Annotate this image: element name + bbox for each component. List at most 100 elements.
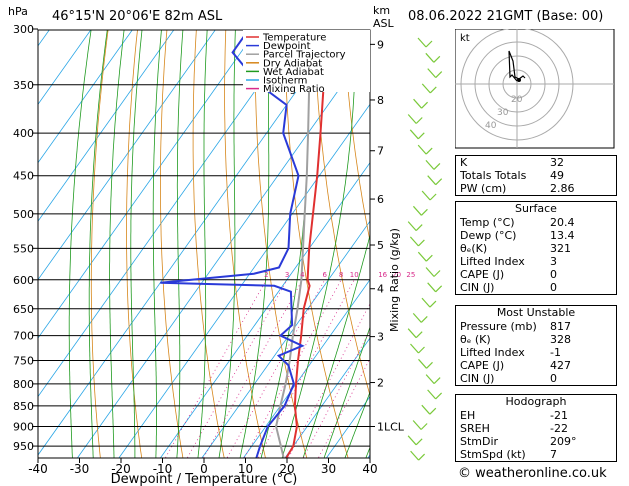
legend-box (243, 30, 370, 92)
wind-barb (435, 285, 443, 293)
wind-barb (425, 52, 435, 63)
x-tick-label: 10 (238, 462, 253, 476)
wet-adiabat-line (176, 30, 184, 458)
wind-barb (425, 40, 433, 48)
wind-barb (433, 377, 441, 385)
km-tick-label: 3 (377, 331, 384, 344)
wind-barb (427, 282, 437, 293)
mixing-ratio-label: 25 (406, 271, 415, 279)
wind-barb (429, 193, 437, 201)
wind-barb (418, 358, 427, 369)
legend-entry: Temperature (262, 33, 326, 44)
km-label: km (373, 4, 390, 17)
wind-barb (429, 300, 437, 308)
hodo-ring-20: 20 (511, 95, 523, 105)
pressure-tick-label: 600 (13, 274, 34, 287)
index-row: Totals Totals 49 (460, 169, 564, 182)
dry-adiabat-line (159, 30, 184, 458)
dry-adiabat-line (126, 30, 143, 458)
mixing-ratio-line (186, 279, 288, 458)
hodo-storm-marker (517, 78, 521, 82)
km-tick-label: 6 (377, 193, 384, 206)
wind-barb (427, 175, 437, 186)
wind-barb (413, 98, 423, 109)
isotherm-line (118, 103, 370, 458)
wind-barb (418, 453, 426, 461)
parcel-trajectory-line (275, 30, 313, 458)
wind-barb (415, 331, 423, 339)
wet-adiabat-line (281, 30, 357, 458)
wind-barb (409, 129, 419, 140)
wind-barbs (407, 37, 443, 461)
wind-barb (417, 239, 425, 247)
hodograph-title: Hodograph (505, 395, 567, 408)
wind-barb (407, 435, 417, 446)
wind-barb (433, 55, 441, 63)
wet-adiabat-line (88, 30, 108, 458)
wet-adiabat-line (152, 30, 162, 458)
wind-barb (429, 86, 437, 94)
wind-barb (420, 315, 428, 323)
asl-label: ASL (373, 17, 395, 30)
wind-barb (433, 162, 441, 170)
mixing-ratio-label: 16 (378, 271, 387, 279)
wind-barb (425, 160, 435, 170)
wind-barb (421, 404, 431, 415)
wind-barb (412, 205, 422, 216)
pressure-tick-label: 550 (13, 242, 34, 255)
wind-barb (433, 270, 441, 277)
pressure-tick-label: 950 (13, 440, 34, 453)
wet-adiabat-line (323, 325, 370, 458)
wind-barb (435, 392, 443, 400)
wind-barb (415, 117, 423, 124)
km-tick-label: 2 (377, 377, 384, 390)
mixing-ratio-line (202, 279, 303, 458)
surface-panel: Surface Temp (°C) 20.4 Dewp (°C) 13.4 θₑ(K… (455, 201, 617, 295)
mixing-ratio-line (317, 357, 370, 458)
indices-panel: K 32 Totals Totals 49 PW (cm) 2.86 (455, 155, 617, 196)
most-unstable-title: Most Unstable (496, 306, 576, 319)
p-unit: hPa (8, 5, 28, 18)
isotherm-line (284, 337, 370, 458)
pressure-tick-label: 500 (13, 208, 34, 221)
mixing-ratio-line (302, 329, 370, 458)
legend-entry: Wet Adiabat (263, 67, 324, 78)
temperature-line (285, 30, 334, 458)
wind-barb (407, 114, 417, 124)
mixing-ratio-label: 20 (392, 271, 401, 279)
x-tick-label: 0 (200, 462, 208, 476)
hodograph-panel: Hodograph EH -21 SREH -22 StmDir 209° StmSp… (455, 394, 617, 462)
wet-adiabat-line (130, 30, 143, 458)
wind-barb (421, 190, 431, 201)
index-row: K 32 (460, 156, 564, 169)
wet-adiabat-line (218, 30, 236, 458)
isotherm-line (38, 30, 258, 339)
wet-adiabat-line (197, 30, 208, 458)
wind-barb (418, 346, 425, 354)
location-label: 46°15'N 20°06'E 82m ASL (52, 9, 223, 24)
wind-barb (425, 147, 433, 155)
pressure-tick-label: 350 (13, 79, 34, 92)
mixing-ratio-label: 6 (323, 271, 328, 279)
pressure-tick-label: 750 (13, 355, 34, 368)
dewpoint-line (160, 30, 305, 458)
wind-barb (407, 221, 417, 231)
mixing-ratio-label: 2 (264, 271, 268, 279)
wind-barb (409, 236, 419, 247)
x-tick-label: -10 (153, 462, 173, 476)
pressure-tick-label: 450 (13, 170, 34, 183)
dry-adiabat-line (284, 30, 349, 458)
isotherm-line (159, 162, 370, 458)
wind-barb (435, 178, 443, 186)
hodograph: kt 20 30 40 (454, 27, 615, 149)
wind-barb (410, 343, 419, 354)
pressure-tick-label: 700 (13, 330, 34, 343)
dry-adiabat-line (313, 30, 370, 397)
mixing-ratio-axis-label: Mixing Ratio (g/kg) (388, 228, 401, 332)
footer-credit: © weatheronline.co.uk (458, 466, 607, 481)
mixing-ratio-label: 10 (350, 271, 359, 279)
isotherm-line (38, 30, 92, 105)
wind-barb (415, 438, 423, 446)
wind-barb (417, 132, 425, 140)
